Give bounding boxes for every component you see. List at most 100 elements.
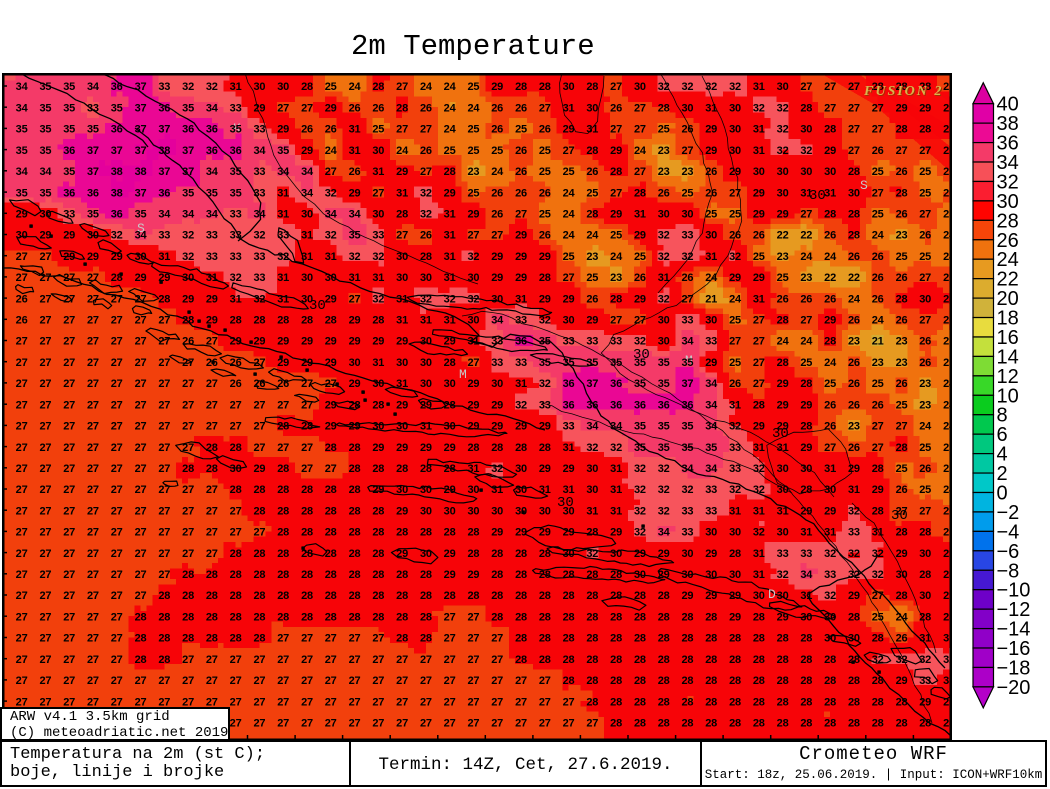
svg-text:28: 28	[610, 633, 622, 645]
svg-text:29: 29	[491, 527, 503, 539]
svg-text:29: 29	[824, 505, 836, 517]
svg-text:−14: −14	[997, 619, 1031, 641]
svg-text:−20: −20	[997, 677, 1031, 699]
svg-text:35: 35	[563, 357, 575, 369]
svg-text:27: 27	[800, 315, 812, 327]
svg-text:27: 27	[111, 357, 123, 369]
svg-text:27: 27	[111, 442, 123, 454]
svg-text:33: 33	[705, 336, 717, 348]
svg-text:22: 22	[848, 272, 860, 284]
svg-text:27: 27	[681, 145, 693, 157]
svg-text:36: 36	[681, 399, 693, 411]
svg-text:34: 34	[16, 166, 29, 178]
svg-text:25: 25	[943, 209, 952, 221]
svg-text:29: 29	[301, 145, 313, 157]
svg-text:28: 28	[586, 612, 598, 624]
svg-text:36: 36	[610, 378, 622, 390]
svg-text:29: 29	[729, 272, 741, 284]
svg-text:27: 27	[63, 569, 75, 581]
svg-text:28: 28	[491, 569, 503, 581]
svg-text:27: 27	[325, 463, 337, 475]
svg-text:28: 28	[896, 293, 908, 305]
svg-text:28: 28	[372, 399, 384, 411]
svg-text:28: 28	[253, 612, 265, 624]
svg-text:26: 26	[420, 145, 432, 157]
svg-text:28: 28	[301, 569, 313, 581]
svg-text:35: 35	[111, 102, 123, 114]
svg-text:26: 26	[943, 272, 952, 284]
svg-text:23: 23	[872, 357, 884, 369]
svg-text:27: 27	[63, 654, 75, 666]
svg-text:23: 23	[610, 272, 622, 284]
svg-text:27: 27	[301, 463, 313, 475]
svg-text:37: 37	[182, 166, 194, 178]
svg-text:27: 27	[87, 378, 99, 390]
svg-text:35: 35	[634, 421, 646, 433]
svg-text:25: 25	[705, 209, 717, 221]
svg-text:36: 36	[87, 187, 99, 199]
svg-text:31: 31	[753, 569, 765, 581]
svg-text:28: 28	[634, 612, 646, 624]
svg-text:12: 12	[997, 366, 1019, 388]
svg-text:29: 29	[396, 166, 408, 178]
svg-text:28: 28	[943, 124, 952, 136]
svg-text:31: 31	[610, 484, 622, 496]
svg-text:30: 30	[16, 230, 28, 242]
svg-text:24: 24	[848, 293, 861, 305]
svg-text:33: 33	[800, 548, 812, 560]
svg-text:29: 29	[634, 230, 646, 242]
svg-text:37: 37	[586, 378, 598, 390]
svg-text:27: 27	[135, 569, 147, 581]
svg-text:27: 27	[182, 675, 194, 687]
svg-text:28: 28	[253, 484, 265, 496]
svg-text:29: 29	[729, 166, 741, 178]
svg-text:28: 28	[253, 590, 265, 602]
svg-text:27: 27	[87, 548, 99, 560]
svg-text:29: 29	[396, 399, 408, 411]
svg-text:33: 33	[705, 484, 717, 496]
svg-text:26: 26	[943, 166, 952, 178]
svg-text:24: 24	[563, 209, 576, 221]
svg-text:28: 28	[349, 527, 361, 539]
svg-text:−10: −10	[997, 580, 1031, 602]
svg-text:23: 23	[848, 421, 860, 433]
svg-text:30: 30	[515, 463, 527, 475]
svg-text:27: 27	[515, 675, 527, 687]
svg-text:24: 24	[943, 251, 952, 263]
svg-text:27: 27	[135, 357, 147, 369]
svg-text:27: 27	[372, 654, 384, 666]
svg-text:32: 32	[729, 421, 741, 433]
svg-text:28: 28	[277, 590, 289, 602]
svg-text:28: 28	[301, 81, 313, 93]
svg-text:26: 26	[872, 251, 884, 263]
svg-text:30: 30	[824, 612, 836, 624]
svg-text:28: 28	[277, 421, 289, 433]
svg-text:30: 30	[420, 548, 432, 560]
svg-text:29: 29	[563, 463, 575, 475]
svg-text:30: 30	[39, 209, 51, 221]
svg-text:31: 31	[277, 187, 289, 199]
svg-text:29: 29	[253, 336, 265, 348]
svg-text:28: 28	[277, 612, 289, 624]
svg-text:27: 27	[800, 209, 812, 221]
svg-text:35: 35	[87, 124, 99, 136]
svg-text:25: 25	[467, 81, 479, 93]
svg-text:32: 32	[467, 251, 479, 263]
svg-text:26: 26	[681, 272, 693, 284]
svg-text:28: 28	[325, 612, 337, 624]
svg-text:32: 32	[919, 654, 931, 666]
svg-text:29: 29	[705, 145, 717, 157]
svg-text:27: 27	[16, 421, 28, 433]
svg-text:29: 29	[539, 463, 551, 475]
svg-text:28: 28	[253, 505, 265, 517]
svg-text:28: 28	[586, 81, 598, 93]
svg-text:29: 29	[943, 102, 952, 114]
svg-text:32: 32	[325, 230, 337, 242]
svg-text:30: 30	[444, 421, 456, 433]
svg-text:29: 29	[539, 293, 551, 305]
svg-text:31: 31	[444, 251, 456, 263]
svg-text:30: 30	[824, 484, 836, 496]
svg-text:34: 34	[16, 81, 29, 93]
svg-text:30: 30	[491, 293, 503, 305]
svg-text:28: 28	[515, 81, 527, 93]
